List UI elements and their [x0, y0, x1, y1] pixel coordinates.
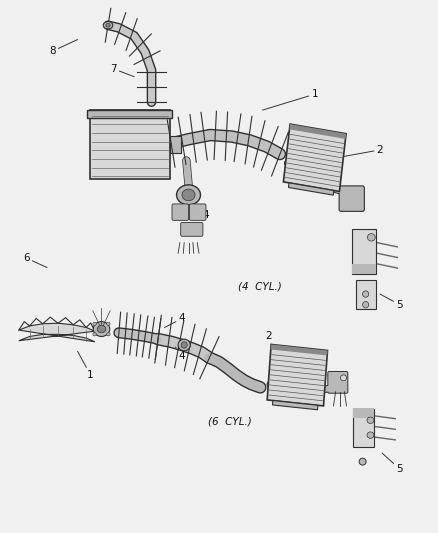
Text: 1: 1 — [78, 351, 94, 380]
Bar — [290, 124, 346, 139]
Ellipse shape — [340, 375, 346, 381]
FancyBboxPatch shape — [339, 186, 364, 212]
Ellipse shape — [103, 21, 113, 29]
Polygon shape — [19, 323, 95, 342]
Ellipse shape — [367, 417, 374, 423]
Bar — [87, 110, 172, 118]
Ellipse shape — [367, 233, 375, 241]
Bar — [289, 183, 334, 195]
Bar — [352, 229, 376, 274]
Ellipse shape — [106, 23, 110, 27]
FancyBboxPatch shape — [181, 222, 203, 236]
Ellipse shape — [106, 333, 110, 336]
Bar — [356, 280, 376, 309]
FancyBboxPatch shape — [189, 204, 206, 220]
Ellipse shape — [359, 458, 366, 465]
Text: 6: 6 — [23, 253, 47, 268]
Text: 2: 2 — [336, 145, 383, 158]
Bar — [353, 408, 374, 418]
Ellipse shape — [178, 339, 190, 351]
Bar — [352, 264, 376, 274]
Bar — [271, 344, 328, 356]
Ellipse shape — [363, 291, 369, 297]
Text: 5: 5 — [382, 453, 403, 474]
Text: 5: 5 — [380, 294, 403, 310]
Bar — [283, 124, 346, 191]
Ellipse shape — [93, 321, 110, 336]
FancyBboxPatch shape — [89, 110, 170, 179]
Text: 8: 8 — [49, 39, 78, 56]
Ellipse shape — [367, 432, 374, 438]
Ellipse shape — [93, 322, 96, 326]
FancyBboxPatch shape — [328, 372, 348, 393]
Text: (6  CYL.): (6 CYL.) — [208, 416, 252, 426]
Text: (4  CYL.): (4 CYL.) — [238, 281, 282, 292]
Bar — [267, 344, 328, 406]
Ellipse shape — [181, 342, 187, 348]
FancyBboxPatch shape — [172, 204, 188, 220]
Text: 4: 4 — [188, 199, 209, 220]
Text: 4: 4 — [165, 313, 185, 327]
Ellipse shape — [93, 333, 96, 336]
Ellipse shape — [182, 189, 195, 201]
Ellipse shape — [106, 322, 110, 326]
Text: 2: 2 — [266, 332, 278, 370]
Bar — [272, 400, 318, 410]
Ellipse shape — [177, 185, 201, 205]
Text: 7: 7 — [110, 64, 134, 77]
Bar — [170, 136, 181, 153]
Text: 1: 1 — [262, 89, 318, 110]
Ellipse shape — [97, 325, 106, 333]
Text: 4: 4 — [176, 347, 185, 361]
Bar — [353, 409, 374, 447]
Ellipse shape — [363, 302, 369, 308]
